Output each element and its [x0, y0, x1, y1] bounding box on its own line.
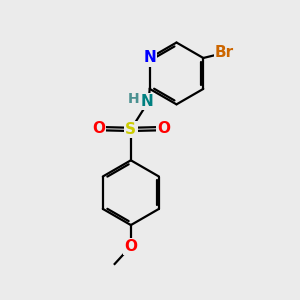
Text: H: H: [128, 92, 139, 106]
Text: N: N: [141, 94, 153, 109]
Text: Br: Br: [215, 45, 234, 60]
Text: S: S: [125, 122, 136, 137]
Text: O: O: [157, 121, 170, 136]
Text: N: N: [143, 50, 156, 65]
Text: O: O: [124, 239, 137, 254]
Text: O: O: [92, 121, 105, 136]
